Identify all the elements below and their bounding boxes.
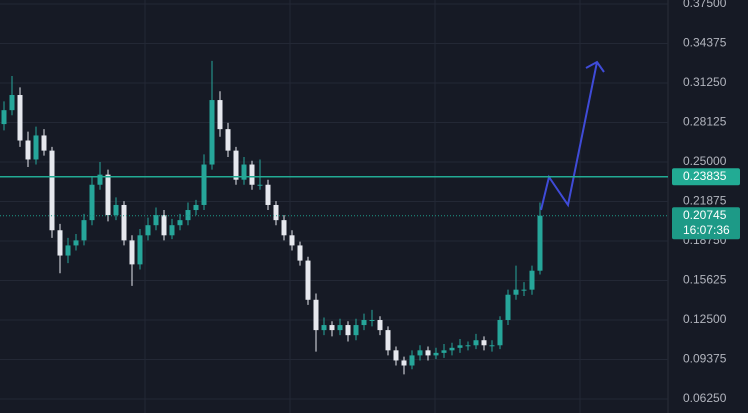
- candle-body: [521, 289, 527, 291]
- candle-body: [481, 340, 487, 346]
- y-tick-label: 0.06250: [683, 391, 727, 405]
- candle-body: [201, 164, 207, 205]
- candle-body: [177, 220, 183, 226]
- candle-body: [249, 164, 255, 185]
- y-tick-label: 0.31250: [683, 75, 727, 89]
- candle-body: [489, 345, 495, 347]
- candle-body: [537, 215, 543, 271]
- candle-body: [433, 352, 439, 356]
- candle-body: [465, 345, 471, 347]
- candle-body: [353, 325, 359, 336]
- candle-body: [33, 135, 39, 160]
- candle-body: [377, 320, 383, 331]
- candle-body: [417, 350, 423, 356]
- candle-body: [49, 150, 55, 231]
- candle-body: [73, 240, 79, 246]
- candle-body: [337, 325, 343, 331]
- y-tick-label: 0.25000: [683, 154, 727, 168]
- candle-body: [305, 260, 311, 300]
- candle-body: [313, 299, 319, 331]
- candle-body: [425, 350, 431, 356]
- candle-body: [257, 184, 263, 186]
- candle-body: [225, 129, 231, 151]
- candle-body: [345, 325, 351, 336]
- candle-body: [497, 320, 503, 346]
- candle-body: [169, 225, 175, 236]
- candle-body: [265, 184, 271, 205]
- candle-body: [145, 225, 151, 236]
- drawing-arrow: [540, 61, 598, 211]
- candle-body: [529, 270, 535, 290]
- candle-body: [185, 210, 191, 221]
- candle-body: [129, 240, 135, 265]
- candle-body: [137, 235, 143, 265]
- candle-body: [233, 150, 239, 180]
- price-label: 0.20745: [683, 208, 727, 222]
- candle-body: [393, 350, 399, 361]
- candle-body: [513, 289, 519, 295]
- countdown-label: 16:07:36: [683, 223, 730, 237]
- candle-body: [105, 174, 111, 216]
- y-tick-label: 0.21875: [683, 194, 727, 208]
- candle-body: [113, 204, 119, 216]
- candle-body: [321, 325, 327, 331]
- candle-body: [273, 204, 279, 221]
- candle-body: [505, 294, 511, 320]
- candle-body: [41, 135, 47, 151]
- candle-body: [89, 184, 95, 221]
- candle-body: [297, 245, 303, 261]
- candle-body: [241, 164, 247, 180]
- candle-body: [329, 325, 335, 331]
- candle-body: [409, 355, 415, 366]
- candle-body: [121, 204, 127, 241]
- price-label: 0.23835: [683, 169, 727, 183]
- candle-body: [441, 350, 447, 353]
- candle-body: [281, 220, 287, 236]
- candle-body: [401, 360, 407, 366]
- price-label-box: [672, 168, 740, 186]
- candle-body: [209, 100, 215, 165]
- candle-body: [193, 204, 199, 211]
- y-tick-label: 0.09375: [683, 352, 727, 366]
- candle-body: [17, 95, 23, 141]
- candle-body: [473, 340, 479, 346]
- y-tick-label: 0.34375: [683, 36, 727, 50]
- candle-body: [153, 215, 159, 226]
- candle-body: [1, 110, 7, 125]
- candle-body: [289, 235, 295, 246]
- candle-body: [449, 347, 455, 351]
- candle-body: [97, 174, 103, 185]
- candle-body: [369, 320, 375, 321]
- candle-body: [361, 320, 367, 326]
- y-tick-label: 0.12500: [683, 312, 727, 326]
- plot: [0, 3, 668, 400]
- vertical-grid: [144, 0, 581, 413]
- candle-body: [9, 95, 15, 111]
- candle-body: [161, 215, 167, 236]
- price-label-box: [672, 207, 740, 240]
- y-tick-label: 0.15625: [683, 273, 727, 287]
- candle-body: [57, 230, 63, 256]
- arrow-head: [585, 60, 605, 73]
- candle-body: [81, 220, 87, 241]
- candle-body: [65, 245, 71, 256]
- y-tick-label: 0.37500: [683, 0, 727, 10]
- candle-body: [457, 345, 463, 348]
- y-tick-label: 0.28125: [683, 115, 727, 129]
- candle-body: [25, 140, 31, 160]
- candle-body: [217, 100, 223, 130]
- candle-body: [385, 330, 391, 351]
